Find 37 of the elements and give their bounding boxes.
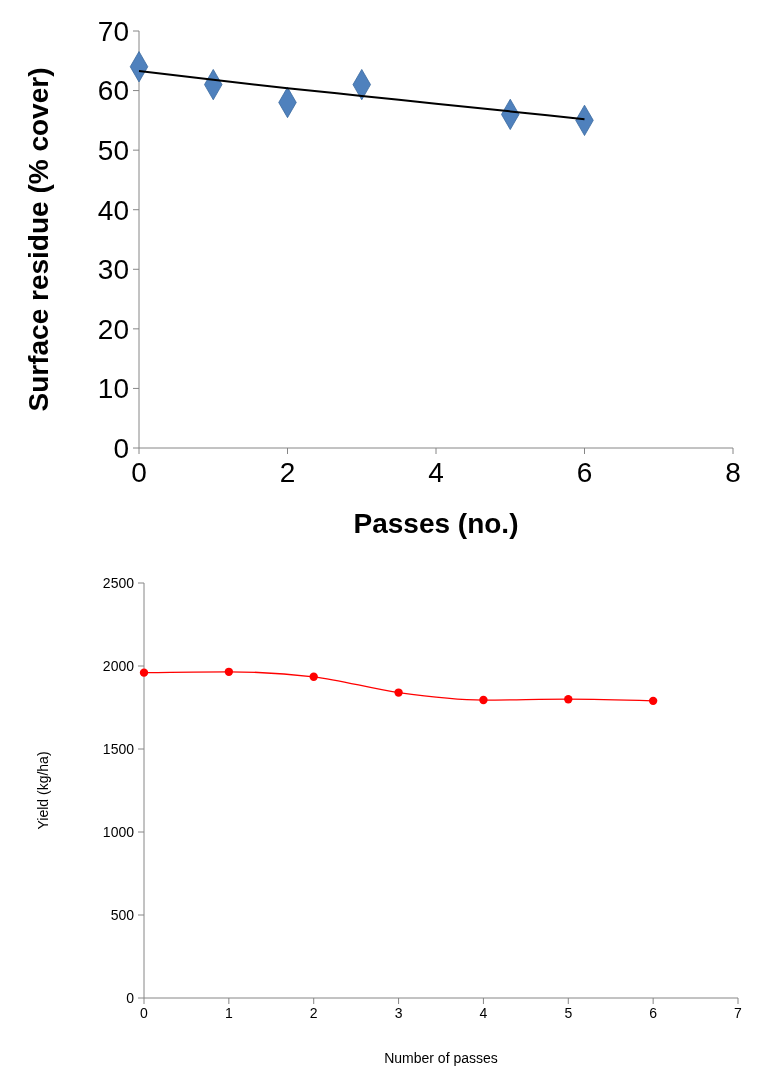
x-tick-label: 0 (140, 1005, 149, 1021)
x-tick-label: 8 (725, 457, 741, 488)
point (564, 695, 573, 704)
y-tick-label: 500 (110, 906, 135, 923)
y-axis-title: Surface residue (% cover) (23, 67, 54, 412)
y-axis-title: Yield (kg/ha) (35, 751, 51, 830)
y-tick-label: 10 (97, 373, 129, 405)
x-tick-label: 4 (479, 1005, 488, 1021)
x-tick-label: 1 (224, 1005, 233, 1021)
point (139, 668, 149, 677)
y-tick-label: 50 (97, 134, 129, 166)
y-tick-label: 40 (97, 194, 129, 226)
point (224, 667, 234, 676)
point (648, 696, 658, 706)
x-tick-label: 6 (649, 1005, 658, 1021)
x-tick-label: 2 (309, 1005, 318, 1021)
x-tick-label: 7 (734, 1005, 743, 1021)
x-tick-label: 6 (576, 457, 593, 488)
y-tick-label: 20 (97, 313, 129, 345)
x-axis-title: Number of passes (384, 1050, 498, 1066)
y-tick-label: 30 (97, 254, 129, 286)
point (309, 672, 318, 681)
y-tick-label: 2000 (102, 657, 135, 674)
x-tick-label: 3 (394, 1005, 403, 1021)
x-tick-label: 2 (279, 457, 296, 488)
y-tick-label: 70 (97, 15, 129, 47)
x-axis-title: Passes (no.) (353, 508, 519, 539)
y-tick-label: 1500 (102, 740, 135, 757)
y-tick-label: 0 (113, 432, 129, 464)
x-tick-label: 5 (564, 1005, 573, 1021)
point (479, 695, 488, 705)
x-tick-label: 4 (428, 457, 444, 488)
y-tick-label: 0 (126, 989, 135, 1006)
y-tick-label: 1000 (102, 823, 135, 840)
y-tick-label: 60 (97, 75, 129, 107)
y-tick-label: 2500 (102, 574, 135, 591)
point (394, 688, 403, 697)
